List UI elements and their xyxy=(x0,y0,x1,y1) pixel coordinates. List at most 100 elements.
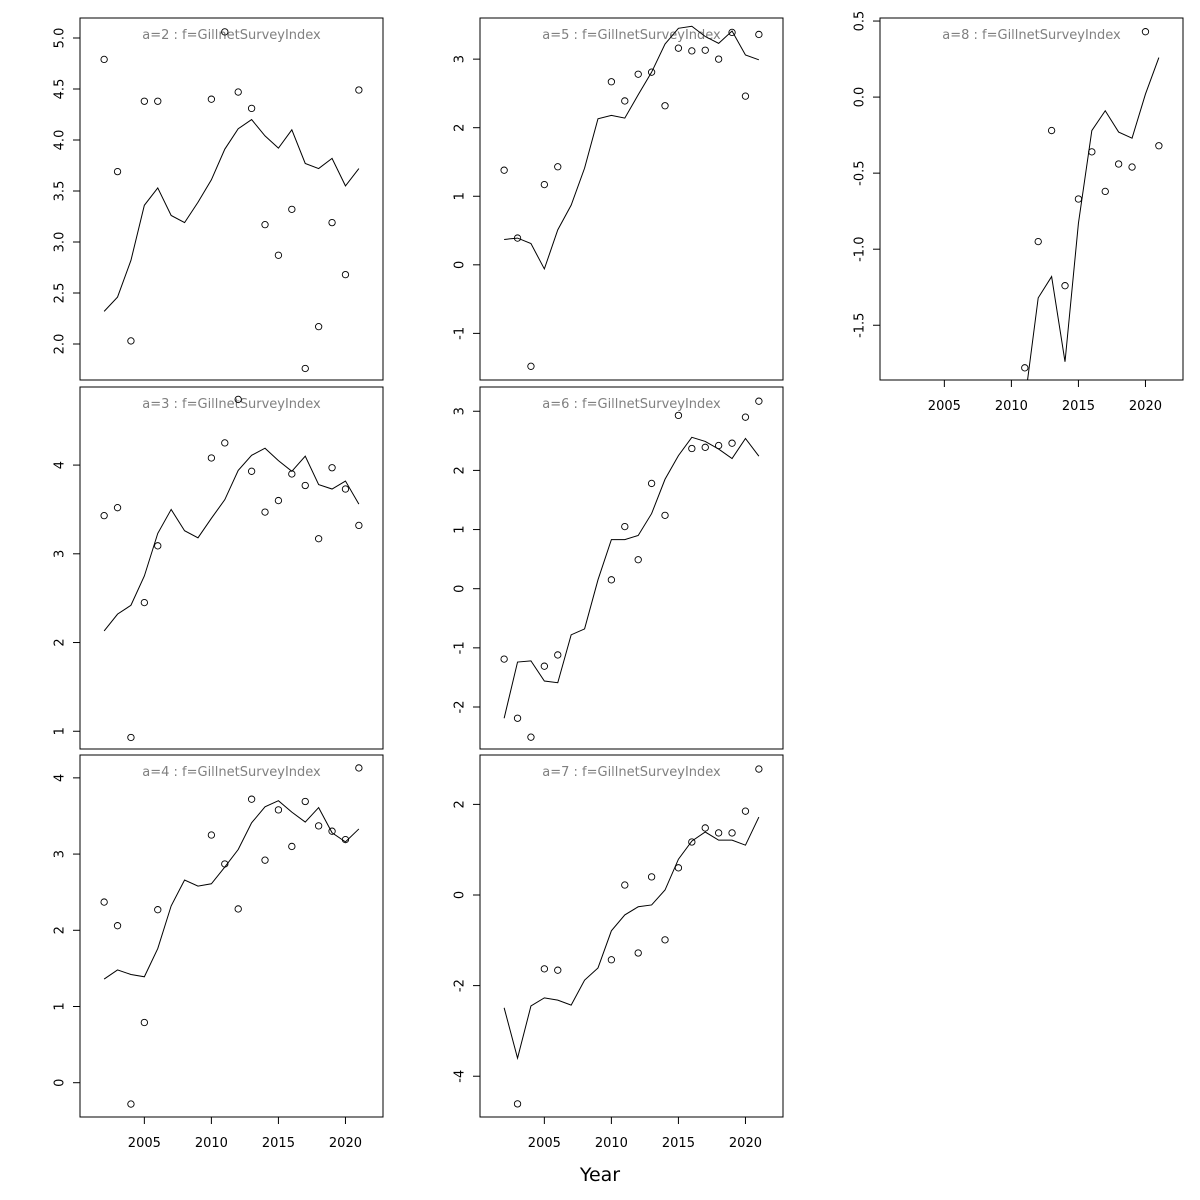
panel-title: a=3 : f=GillnetSurveyIndex xyxy=(142,397,321,412)
data-point xyxy=(247,467,256,475)
data-point xyxy=(274,251,283,259)
data-point xyxy=(301,797,309,806)
data-point xyxy=(674,864,683,872)
data-point xyxy=(140,97,149,105)
x-tick-label: 2010 xyxy=(595,1136,628,1151)
data-point xyxy=(540,662,549,670)
panel: a=2 : f=GillnetSurveyIndex 2.0 2.5 3.0 3.5 4.… xyxy=(53,17,384,381)
data-point xyxy=(154,542,162,550)
data-point xyxy=(621,522,629,531)
data-point xyxy=(274,496,283,505)
data-point xyxy=(607,78,616,86)
data-point xyxy=(647,479,656,488)
data-point xyxy=(554,966,562,974)
fitted-line xyxy=(503,816,760,1061)
data-point xyxy=(607,956,616,964)
panel-title: a=2 : f=GillnetSurveyIndex xyxy=(142,28,321,43)
y-tick-label: 0.0 xyxy=(853,87,868,108)
panel: a=4 : f=GillnetSurveyIndex 0 1 2 3 4 2005 2010 2… xyxy=(53,754,384,1151)
data-point xyxy=(621,881,629,889)
x-tick-label: 2020 xyxy=(729,1136,762,1151)
plot-frame xyxy=(479,754,784,1118)
y-tick-label: -1 xyxy=(453,641,468,654)
data-point xyxy=(741,413,750,421)
data-point xyxy=(328,464,336,472)
data-point xyxy=(634,70,642,78)
plot-area xyxy=(500,397,763,741)
data-point xyxy=(328,218,336,227)
data-point xyxy=(207,95,216,103)
panel: a=6 : f=GillnetSurveyIndex -2 -1 0 1 2 3 xyxy=(453,386,784,750)
data-point xyxy=(701,46,709,54)
plot-frame xyxy=(879,17,1184,381)
y-tick-label: 1 xyxy=(53,1002,68,1010)
y-tick-label: 2 xyxy=(453,466,468,474)
x-tick-label: 2010 xyxy=(995,399,1028,414)
panel-title: a=6 : f=GillnetSurveyIndex xyxy=(542,397,721,412)
data-point xyxy=(261,856,269,864)
x-tick-label: 2015 xyxy=(262,1136,295,1151)
y-tick-label: -4 xyxy=(453,1070,468,1083)
data-point xyxy=(234,395,242,404)
data-point xyxy=(513,714,522,722)
y-tick-label: -1 xyxy=(453,327,468,340)
y-tick-label: -1.0 xyxy=(853,237,868,262)
y-tick-label: 5.0 xyxy=(53,28,68,49)
x-tick-label: 2005 xyxy=(128,1136,161,1151)
fitted-line xyxy=(503,436,760,719)
data-point xyxy=(261,221,269,229)
plot-area xyxy=(100,764,363,1108)
data-point xyxy=(714,829,723,837)
data-point xyxy=(661,102,669,110)
y-tick-label: 1 xyxy=(53,727,68,735)
y-tick-label: 2 xyxy=(53,926,68,934)
data-point xyxy=(301,481,309,490)
x-tick-label: 2020 xyxy=(1129,399,1162,414)
x-tick-label: 2010 xyxy=(195,1136,228,1151)
data-point xyxy=(288,842,296,851)
data-point xyxy=(221,439,229,447)
data-point xyxy=(154,97,162,105)
y-tick-label: 4.0 xyxy=(53,130,68,151)
y-tick-label: 1 xyxy=(453,525,468,533)
y-tick-label: -2 xyxy=(453,979,468,992)
data-point xyxy=(647,873,656,881)
data-point xyxy=(221,28,229,36)
y-tick-label: 2 xyxy=(53,638,68,646)
data-point xyxy=(1034,237,1042,246)
data-point xyxy=(554,163,562,171)
data-point xyxy=(1114,160,1123,168)
data-point xyxy=(100,512,108,520)
data-point xyxy=(140,1018,149,1027)
data-point xyxy=(274,806,283,814)
panel: a=8 : f=GillnetSurveyIndex -1.5 -1.0 -0.5 0.… xyxy=(853,11,1184,414)
data-point xyxy=(701,824,709,832)
data-point xyxy=(661,511,669,520)
data-point xyxy=(1128,163,1136,171)
data-point xyxy=(355,764,363,772)
data-point xyxy=(1061,282,1069,290)
data-point xyxy=(688,47,696,55)
panel-title: a=5 : f=GillnetSurveyIndex xyxy=(542,28,721,43)
x-axis-label: Year xyxy=(579,1164,620,1186)
data-point xyxy=(688,838,696,846)
x-tick-label: 2015 xyxy=(1062,399,1095,414)
data-point xyxy=(301,364,309,373)
data-point xyxy=(1021,364,1029,372)
data-point xyxy=(100,898,108,906)
data-point xyxy=(100,55,108,64)
data-point xyxy=(127,733,135,742)
data-point xyxy=(540,180,549,189)
data-point xyxy=(127,337,135,345)
data-point xyxy=(341,485,350,493)
data-point xyxy=(741,807,750,815)
y-tick-label: 3 xyxy=(453,407,468,415)
data-point xyxy=(207,454,216,462)
data-point xyxy=(634,556,642,564)
data-point xyxy=(127,1100,135,1108)
plot-area xyxy=(100,28,363,373)
x-tick-label: 2020 xyxy=(329,1136,362,1151)
y-tick-label: 0 xyxy=(453,261,468,269)
data-point xyxy=(247,104,256,113)
plot-frame xyxy=(79,386,384,750)
